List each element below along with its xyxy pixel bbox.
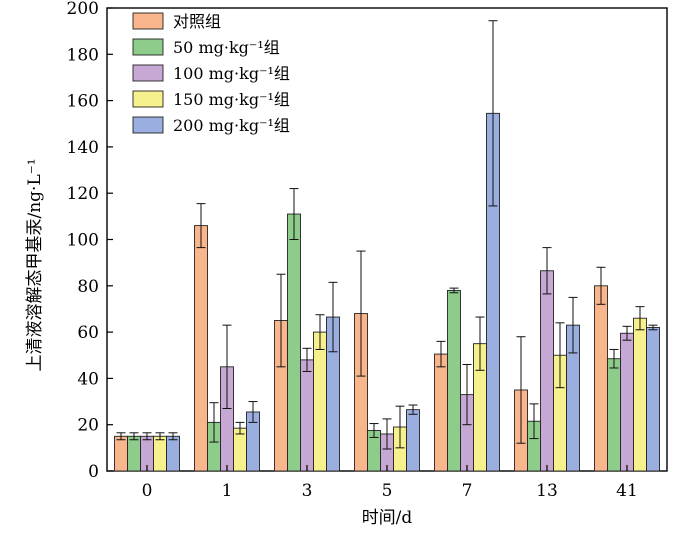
y-tick-label: 120 [67, 184, 99, 204]
bar-150 mg·kg⁻¹组-3 [313, 331, 327, 472]
y-tick-label: 40 [77, 369, 99, 389]
bar-200 mg·kg⁻¹组-0 [166, 435, 180, 472]
x-tick-label: 5 [382, 481, 393, 501]
bar-100 mg·kg⁻¹组-41 [620, 332, 634, 472]
x-tick-label: 0 [142, 481, 153, 501]
bar-50 mg·kg⁻¹组-7 [447, 289, 461, 472]
y-tick-label: 140 [67, 138, 99, 158]
legend-swatch-3 [132, 90, 164, 108]
legend-label-1: 50 mg·kg⁻¹组 [173, 38, 280, 57]
x-tick-label: 41 [616, 481, 638, 501]
bar-对照组-0 [114, 435, 128, 472]
y-tick-label: 180 [67, 45, 99, 65]
x-axis-title: 时间/d [362, 508, 413, 528]
bar-150 mg·kg⁻¹组-1 [233, 427, 247, 472]
bar-50 mg·kg⁻¹组-41 [607, 358, 621, 472]
bar-100 mg·kg⁻¹组-13 [540, 270, 554, 472]
bar-200 mg·kg⁻¹组-5 [406, 409, 420, 472]
y-tick-label: 60 [77, 323, 99, 343]
legend-swatch-0 [132, 12, 164, 30]
bar-50 mg·kg⁻¹组-3 [287, 213, 301, 472]
x-tick-label: 13 [536, 481, 558, 501]
x-tick-label: 7 [462, 481, 473, 501]
y-tick-label: 0 [88, 462, 99, 482]
legend-label-0: 对照组 [173, 12, 221, 31]
y-tick-label: 20 [77, 416, 99, 436]
y-tick-label: 100 [67, 231, 99, 251]
bar-100 mg·kg⁻¹组-3 [300, 359, 314, 472]
legend-label-2: 100 mg·kg⁻¹组 [173, 64, 290, 83]
legend-swatch-4 [132, 116, 164, 134]
legend-swatch-2 [132, 64, 164, 82]
bar-对照组-41 [594, 285, 608, 472]
legend: 对照组 50 mg·kg⁻¹组 100 mg·kg⁻¹组 150 mg·kg⁻¹组 20… [132, 12, 290, 135]
x-tick-label: 1 [222, 481, 233, 501]
bar-50 mg·kg⁻¹组-0 [127, 435, 141, 472]
bar-150 mg·kg⁻¹组-41 [633, 317, 647, 472]
legend-label-4: 200 mg·kg⁻¹组 [173, 116, 290, 135]
x-tick-label: 3 [302, 481, 313, 501]
bar-对照组-1 [194, 225, 208, 472]
bar-200 mg·kg⁻¹组-41 [646, 327, 660, 472]
legend-swatch-1 [132, 38, 164, 56]
y-tick-label: 80 [77, 277, 99, 297]
bar-对照组-7 [434, 353, 448, 472]
y-tick-label: 160 [67, 92, 99, 112]
y-axis-title: 上清液溶解态甲基汞/ng·L⁻¹ [25, 158, 45, 371]
bar-150 mg·kg⁻¹组-0 [153, 435, 167, 472]
y-tick-label: 200 [67, 0, 99, 19]
legend-label-3: 150 mg·kg⁻¹组 [173, 90, 290, 109]
